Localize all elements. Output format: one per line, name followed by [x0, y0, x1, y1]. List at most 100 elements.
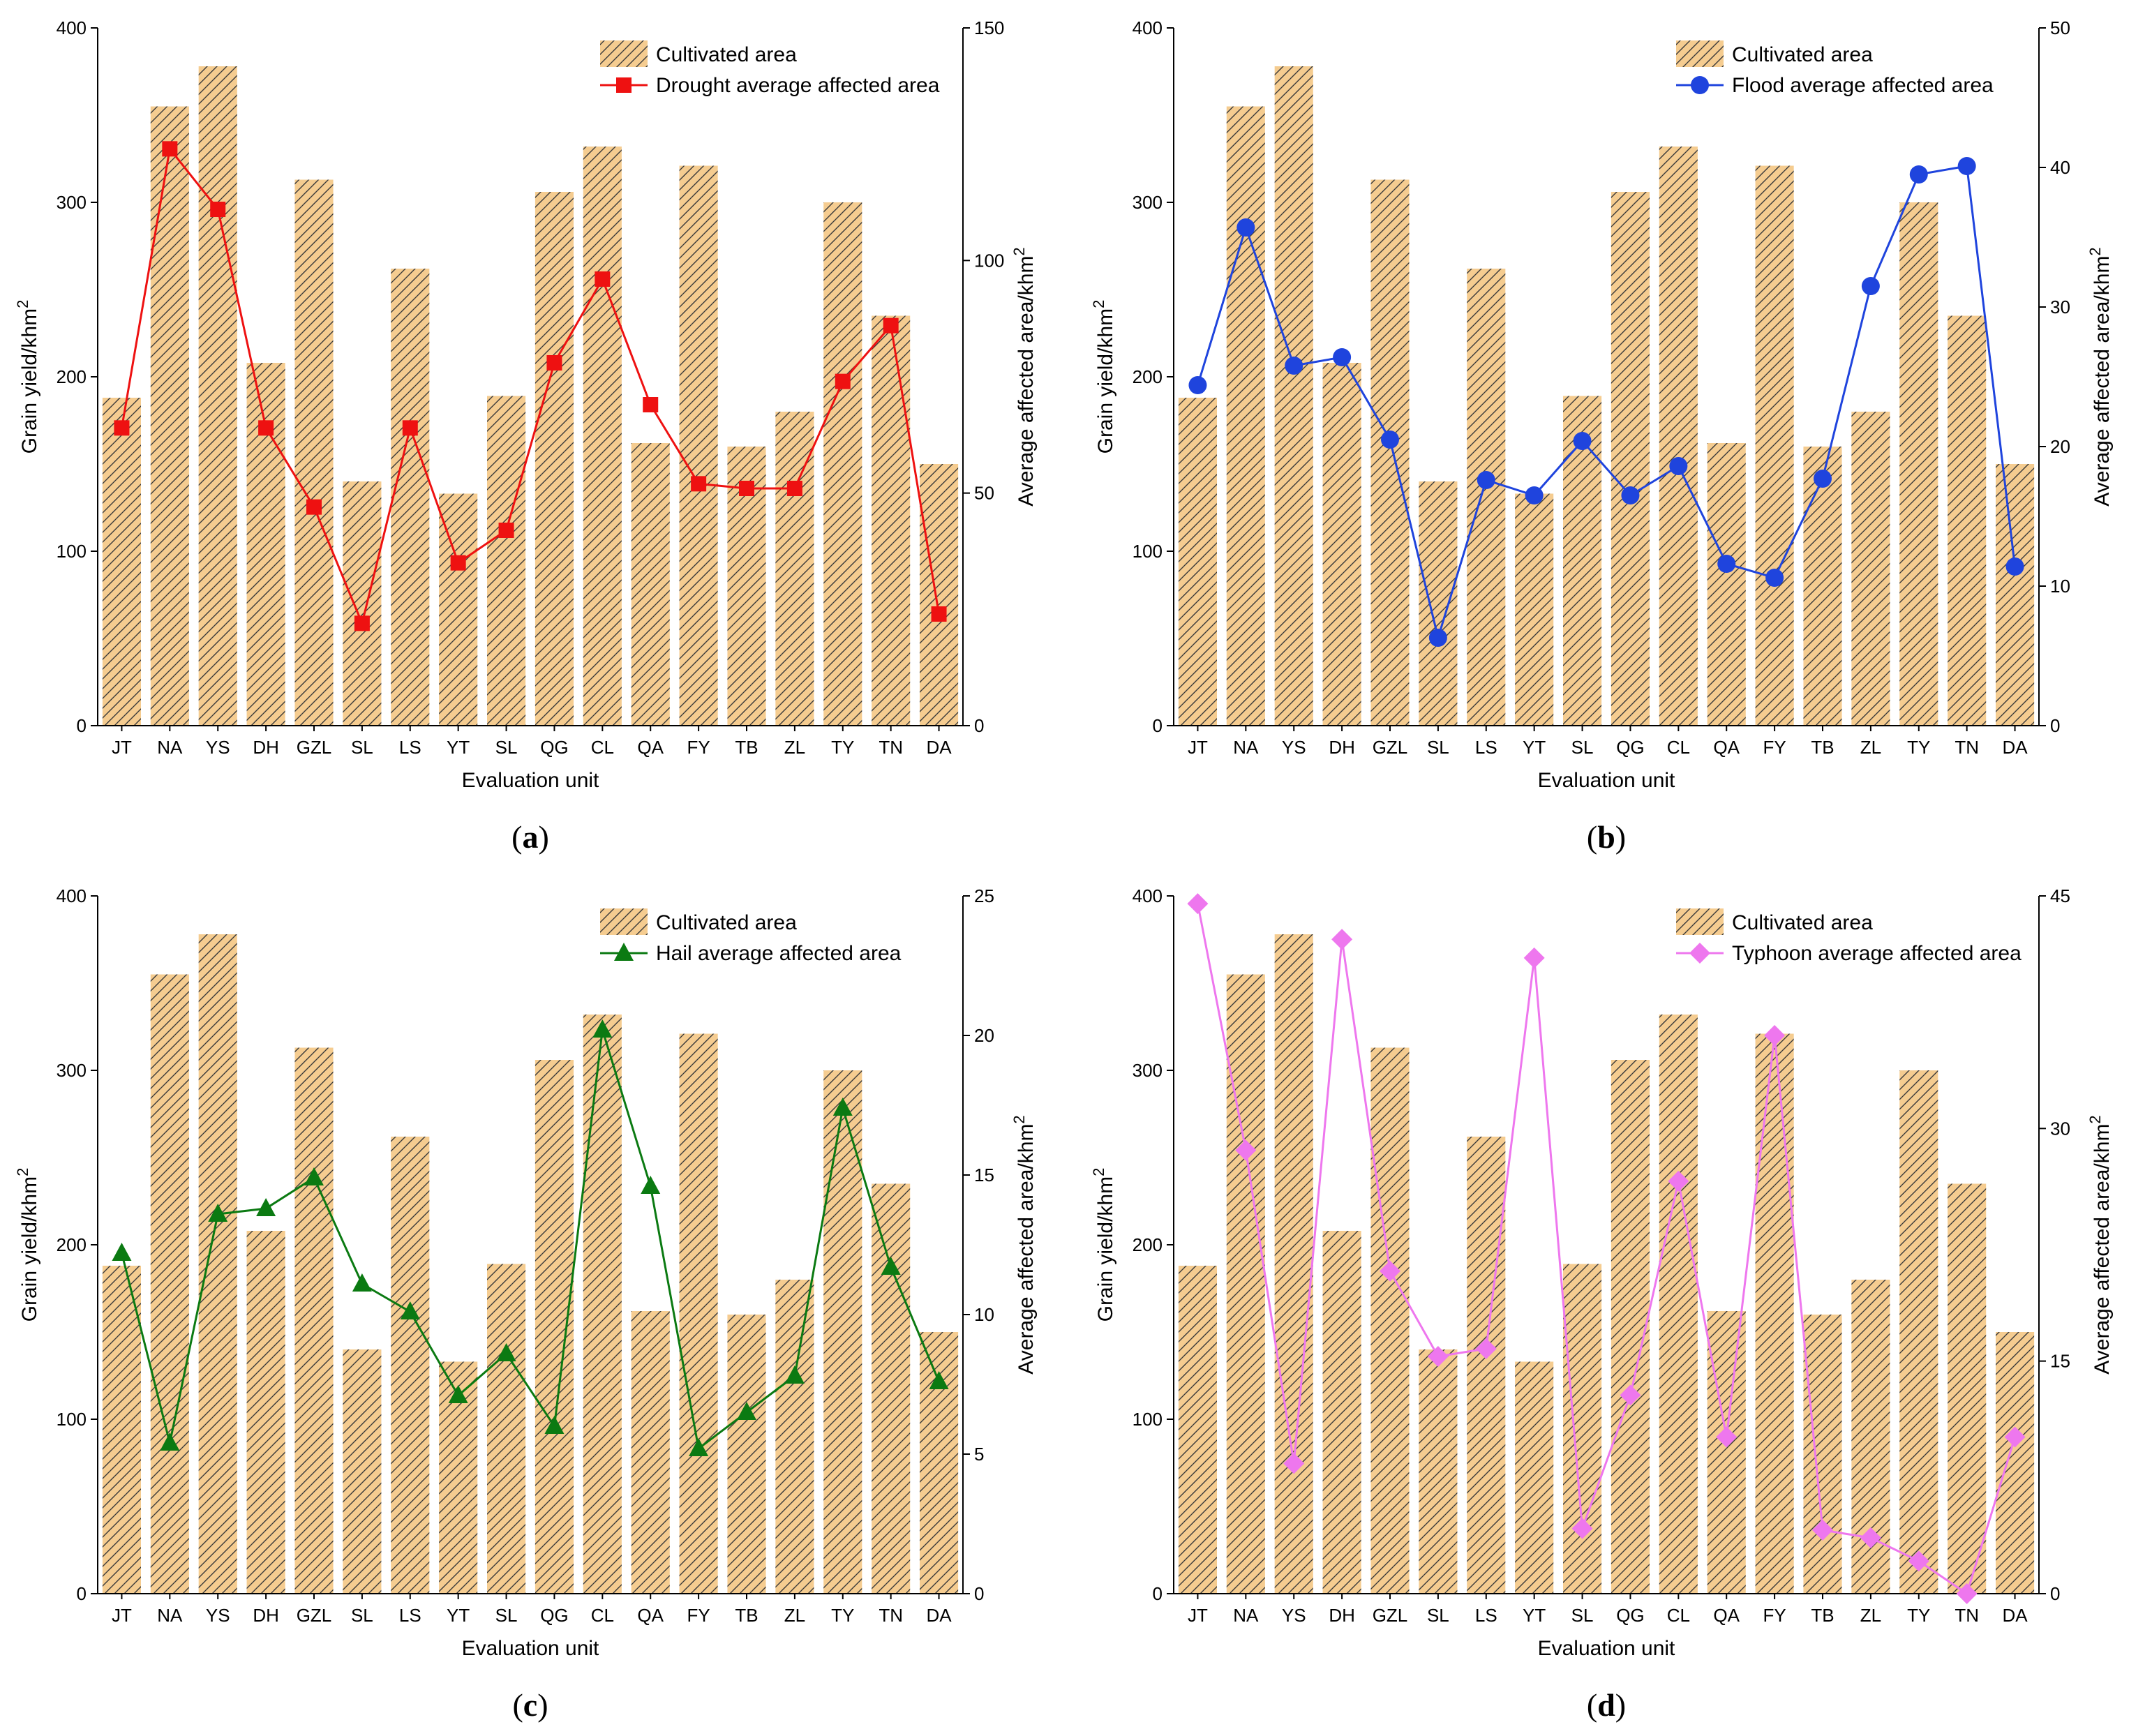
- x-tick-label: TY: [831, 1605, 854, 1626]
- series-point: [114, 420, 130, 436]
- bar: [1996, 464, 2035, 726]
- right-axis-title: Average affected area/khm2: [2086, 1115, 2114, 1374]
- series-point: [306, 499, 322, 515]
- series-point: [2005, 558, 2024, 576]
- x-tick-label: GZL: [297, 1605, 332, 1626]
- series-point: [354, 615, 370, 631]
- x-tick-label: JT: [112, 1605, 132, 1626]
- x-tick-label: SL: [495, 737, 518, 758]
- bar: [1611, 192, 1650, 726]
- bar: [1803, 447, 1842, 726]
- x-tick-label: ZL: [784, 737, 805, 758]
- x-tick-label: QA: [637, 1605, 664, 1626]
- x-tick-label: DA: [2002, 737, 2028, 758]
- bar: [583, 1015, 622, 1594]
- panel-caption: (c): [512, 1687, 548, 1723]
- panel-d: 0 100 200 300 400 0 15 30 45 JT NA YS DH GZL SL LS YT SL Q…: [1076, 868, 2152, 1736]
- series-point: [1475, 1338, 1497, 1359]
- right-tick-label: 50: [2050, 17, 2070, 38]
- series-point: [2004, 1426, 2026, 1448]
- series-point: [1331, 929, 1353, 950]
- series-point: [402, 420, 418, 436]
- x-tick-label: TN: [1955, 737, 1979, 758]
- x-tick-label: YS: [206, 737, 230, 758]
- bar: [1419, 481, 1458, 726]
- legend-bar-swatch: [1676, 908, 1724, 935]
- series-point: [641, 1176, 661, 1194]
- bar: [1178, 398, 1217, 726]
- series-point: [1814, 470, 1832, 488]
- left-tick-label: 0: [77, 1583, 87, 1604]
- bar: [1611, 1060, 1650, 1594]
- series-point: [643, 397, 659, 412]
- bar: [1322, 363, 1361, 726]
- panel-a: 0 100 200 300 400 0 50 100 150 JT NA YS DH GZL SL LS YT S…: [0, 0, 1076, 868]
- bar: [150, 106, 189, 726]
- bar: [727, 1315, 766, 1594]
- bar: [1948, 1183, 1987, 1594]
- series-point: [689, 1438, 709, 1456]
- bar: [1226, 974, 1265, 1594]
- series-point: [210, 202, 226, 217]
- legend-bar-label: Cultivated area: [656, 43, 797, 66]
- bars: [1178, 66, 2035, 726]
- x-tick-label: NA: [157, 737, 183, 758]
- bar: [487, 1264, 526, 1594]
- series-point: [498, 523, 514, 538]
- x-tick-label: SL: [351, 1605, 373, 1626]
- bar: [439, 493, 478, 726]
- x-tick-label: LS: [1475, 737, 1497, 758]
- left-tick-label: 400: [57, 17, 87, 38]
- series-point: [160, 1432, 180, 1451]
- left-tick-label: 400: [1133, 17, 1163, 38]
- series-point: [112, 1243, 132, 1261]
- line-series: [112, 1019, 949, 1456]
- series-point: [1477, 471, 1495, 489]
- legend-marker: [1691, 76, 1709, 94]
- x-tick-label: DA: [926, 1605, 952, 1626]
- right-tick-label: 5: [974, 1444, 984, 1465]
- x-tick-label: QG: [1616, 737, 1644, 758]
- legend-bar-swatch: [600, 40, 648, 67]
- right-tick-label: 15: [2050, 1351, 2070, 1372]
- series-point: [1427, 1346, 1449, 1367]
- x-tick-label: SL: [1427, 1605, 1449, 1626]
- right-tick-label: 40: [2050, 157, 2070, 178]
- series-point: [496, 1343, 516, 1361]
- x-tick-label: TB: [735, 737, 758, 758]
- x-tick-label: QG: [540, 737, 568, 758]
- chart-d: 0 100 200 300 400 0 15 30 45 JT NA YS DH GZL SL LS YT SL Q…: [1090, 885, 2114, 1723]
- x-tick-label: FY: [687, 1605, 710, 1626]
- x-tick-label: QA: [1713, 1605, 1740, 1626]
- legend-bar-label: Cultivated area: [1732, 911, 1873, 934]
- series-point: [931, 606, 947, 622]
- line-series: [1187, 893, 2026, 1604]
- x-tick-label: ZL: [1860, 1605, 1881, 1626]
- x-tick-label: FY: [687, 737, 710, 758]
- x-tick-label: DH: [253, 737, 279, 758]
- bar: [1948, 315, 1987, 726]
- left-tick-label: 400: [1133, 885, 1163, 906]
- series-point: [400, 1301, 420, 1319]
- panel-b: 0 100 200 300 400 0 10 20 30 40 50 JT NA YS DH GZL SL LS Y…: [1076, 0, 2152, 868]
- bar: [1659, 147, 1698, 726]
- left-tick-label: 0: [1153, 1583, 1163, 1604]
- series-point: [448, 1385, 468, 1403]
- bar: [1467, 1137, 1506, 1594]
- series-point: [450, 555, 466, 571]
- bars: [102, 934, 959, 1594]
- series-point: [883, 317, 899, 334]
- legend: Cultivated area Typhoon average affected …: [1676, 908, 2022, 965]
- left-tick-label: 200: [57, 1234, 87, 1255]
- x-tick-label: GZL: [1373, 737, 1408, 758]
- series-point: [691, 476, 707, 492]
- series-point: [1956, 1583, 1978, 1604]
- panel-caption: (a): [511, 819, 549, 855]
- series-point: [832, 1098, 853, 1116]
- bar: [1274, 934, 1313, 1594]
- x-tick-label: TN: [879, 1605, 903, 1626]
- left-tick-label: 200: [57, 366, 87, 387]
- bar: [631, 443, 670, 726]
- x-tick-label: YS: [1282, 1605, 1306, 1626]
- series-point: [881, 1257, 901, 1275]
